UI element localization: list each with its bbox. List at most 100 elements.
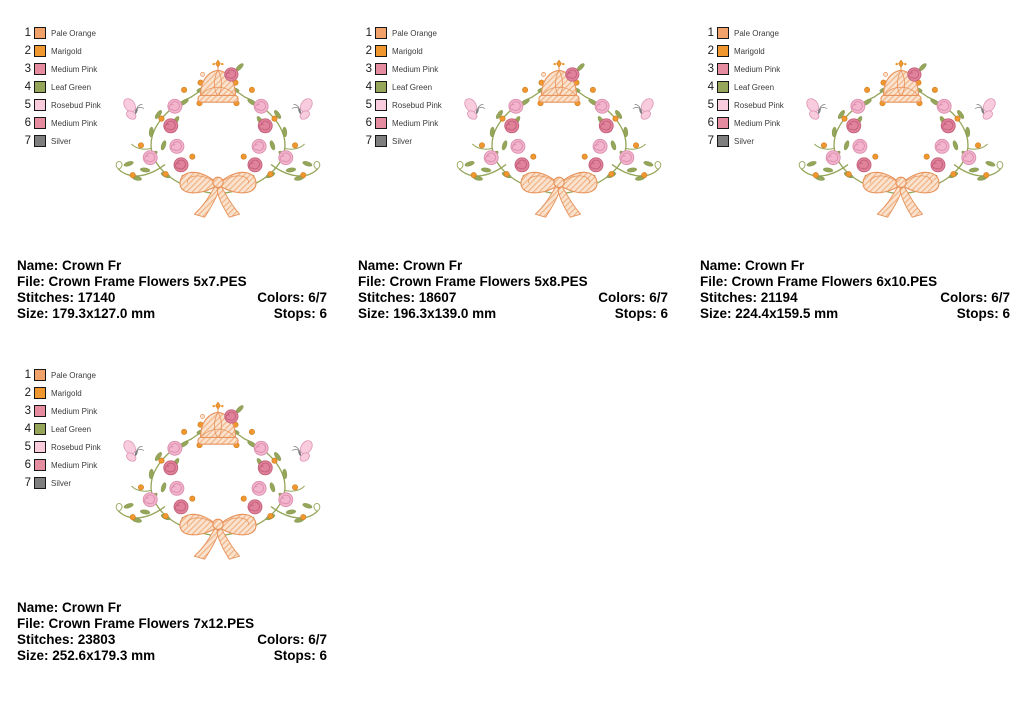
thread-color-swatch: [34, 63, 46, 75]
legend-row: 4 Leaf Green: [358, 78, 442, 96]
thread-color-swatch: [375, 27, 387, 39]
name-label: Name:: [17, 258, 59, 273]
thread-number: 2: [24, 45, 31, 57]
thread-number: 3: [707, 63, 714, 75]
legend-row: 7 Silver: [358, 132, 442, 150]
thread-color-name: Rosebud Pink: [51, 100, 101, 110]
thread-color-swatch: [34, 27, 46, 39]
thread-color-name: Pale Orange: [734, 28, 779, 38]
thread-color-name: Pale Orange: [51, 370, 96, 380]
crown-wreath-graphic: [105, 400, 331, 564]
legend-row: 2 Marigold: [17, 42, 101, 60]
thread-color-swatch: [717, 45, 729, 57]
info-file-line: File: Crown Frame Flowers 5x7.PES: [17, 274, 327, 290]
thread-color-name: Rosebud Pink: [734, 100, 784, 110]
thread-color-name: Marigold: [734, 46, 765, 56]
legend-row: 6 Medium Pink: [17, 456, 101, 474]
legend-row: 6 Medium Pink: [358, 114, 442, 132]
colors-value: 6/7: [991, 290, 1010, 305]
stops-label: Stops:: [273, 306, 316, 321]
embroidery-design-image: [105, 58, 331, 222]
thread-color-name: Leaf Green: [392, 82, 433, 92]
name-label: Name:: [700, 258, 742, 273]
info-name-line: Name: Crown Fr: [17, 600, 327, 616]
colors-value: 6/7: [308, 632, 327, 647]
legend-row: 7 Silver: [700, 132, 784, 150]
thread-color-name: Rosebud Pink: [51, 442, 101, 452]
stitches-value: 17140: [77, 290, 116, 305]
colors-label: Colors:: [940, 290, 988, 305]
design-info: Name: Crown Fr File: Crown Frame Flowers…: [17, 258, 327, 322]
design-file: Crown Frame Flowers 7x12.PES: [48, 616, 255, 631]
file-label: File:: [17, 274, 45, 289]
crown-wreath-graphic: [446, 58, 672, 222]
stitches-value: 23803: [77, 632, 116, 647]
design-file: Crown Frame Flowers 5x7.PES: [48, 274, 247, 289]
thread-color-name: Silver: [392, 136, 413, 146]
thread-number: 6: [24, 117, 31, 129]
thread-number: 1: [707, 27, 714, 39]
size-value: 252.6x179.3 mm: [52, 648, 156, 663]
thread-color-swatch: [34, 99, 46, 111]
stops-label: Stops:: [956, 306, 999, 321]
info-stitches-line: Stitches: 23803 Colors: 6/7: [17, 632, 327, 648]
thread-color-swatch: [34, 459, 46, 471]
thread-number: 5: [365, 99, 372, 111]
thread-number: 7: [24, 135, 31, 147]
thread-color-legend: 1 Pale Orange 2 Marigold 3 Medium Pink 4…: [17, 366, 101, 492]
thread-color-name: Medium Pink: [51, 460, 98, 470]
info-size-line: Size: 196.3x139.0 mm Stops: 6: [358, 306, 668, 322]
size-value: 179.3x127.0 mm: [52, 306, 156, 321]
legend-row: 5 Rosebud Pink: [358, 96, 442, 114]
info-stitches-line: Stitches: 18607 Colors: 6/7: [358, 290, 668, 306]
name-label: Name:: [358, 258, 400, 273]
thread-number: 4: [24, 423, 31, 435]
colors-label: Colors:: [598, 290, 646, 305]
colors-value: 6/7: [308, 290, 327, 305]
stitches-value: 21194: [760, 290, 798, 305]
stops-label: Stops:: [614, 306, 657, 321]
info-stitches-line: Stitches: 17140 Colors: 6/7: [17, 290, 327, 306]
thread-color-swatch: [717, 63, 729, 75]
thread-number: 3: [365, 63, 372, 75]
legend-row: 4 Leaf Green: [17, 78, 101, 96]
thread-color-legend: 1 Pale Orange 2 Marigold 3 Medium Pink 4…: [17, 24, 101, 150]
design-name: Crown Fr: [62, 600, 122, 615]
embroidery-design-image: [446, 58, 672, 222]
stops-value: 6: [660, 306, 668, 321]
thread-number: 4: [707, 81, 714, 93]
thread-number: 4: [365, 81, 372, 93]
thread-color-swatch: [34, 441, 46, 453]
thread-color-swatch: [375, 135, 387, 147]
info-size-line: Size: 179.3x127.0 mm Stops: 6: [17, 306, 327, 322]
embroidery-design-image: [788, 58, 1014, 222]
thread-color-name: Silver: [51, 136, 72, 146]
size-label: Size:: [358, 306, 390, 321]
thread-number: 2: [365, 45, 372, 57]
legend-row: 5 Rosebud Pink: [17, 96, 101, 114]
stitches-label: Stitches:: [17, 290, 75, 305]
design-info: Name: Crown Fr File: Crown Frame Flowers…: [700, 258, 1010, 322]
thread-color-swatch: [34, 387, 46, 399]
thread-number: 5: [24, 99, 31, 111]
legend-row: 5 Rosebud Pink: [700, 96, 784, 114]
thread-number: 6: [24, 459, 31, 471]
thread-color-name: Medium Pink: [734, 118, 781, 128]
info-file-line: File: Crown Frame Flowers 7x12.PES: [17, 616, 327, 632]
crown-wreath-graphic: [105, 58, 331, 222]
thread-color-name: Silver: [734, 136, 755, 146]
thread-color-name: Pale Orange: [392, 28, 437, 38]
legend-row: 1 Pale Orange: [358, 24, 442, 42]
legend-row: 3 Medium Pink: [358, 60, 442, 78]
stops-value: 6: [1002, 306, 1010, 321]
thread-color-swatch: [34, 369, 46, 381]
thread-color-swatch: [34, 135, 46, 147]
thread-color-swatch: [34, 117, 46, 129]
thread-color-swatch: [375, 81, 387, 93]
design-block: 1 Pale Orange 2 Marigold 3 Medium Pink 4…: [17, 366, 327, 668]
stitches-label: Stitches:: [700, 290, 758, 305]
file-label: File:: [17, 616, 45, 631]
design-info: Name: Crown Fr File: Crown Frame Flowers…: [17, 600, 327, 664]
design-name: Crown Fr: [403, 258, 463, 273]
